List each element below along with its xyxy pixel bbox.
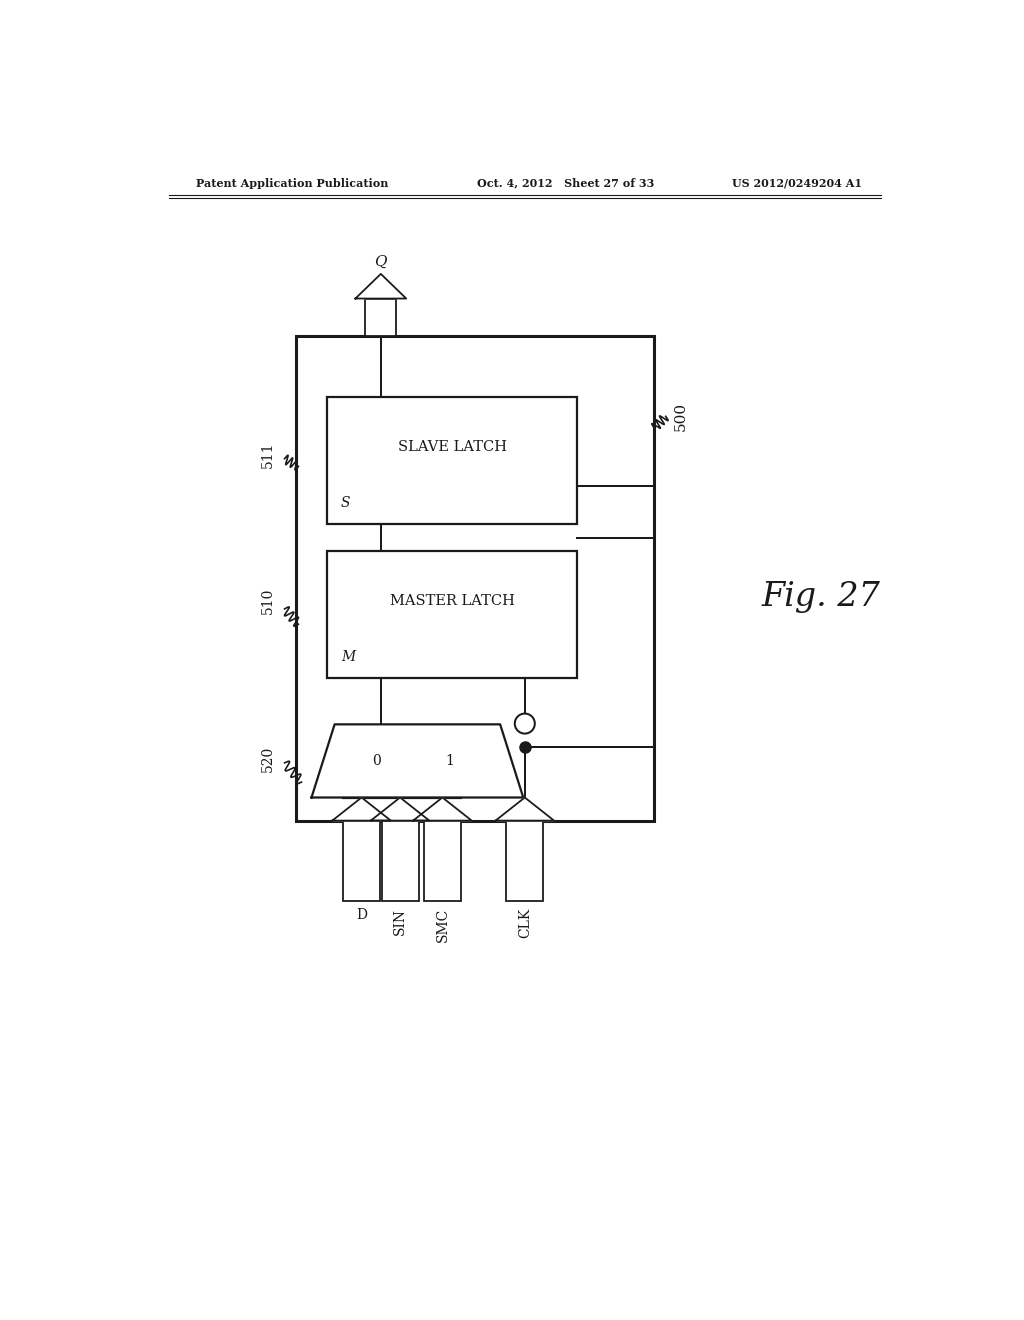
Text: M: M: [341, 649, 355, 664]
Text: 1: 1: [445, 754, 455, 768]
Polygon shape: [496, 797, 554, 821]
Bar: [343, 821, 380, 902]
Polygon shape: [333, 797, 391, 821]
Polygon shape: [355, 275, 407, 298]
Text: CLK: CLK: [518, 908, 531, 939]
Bar: [424, 821, 461, 902]
Bar: [327, 397, 578, 524]
Text: SIN: SIN: [393, 908, 408, 935]
Text: D: D: [356, 908, 367, 921]
Text: 520: 520: [261, 746, 275, 772]
Text: SMC: SMC: [435, 908, 450, 942]
Bar: [382, 821, 419, 902]
Text: Fig. 27: Fig. 27: [762, 581, 881, 614]
Bar: [366, 298, 396, 335]
Text: S: S: [341, 495, 350, 510]
Text: 0: 0: [373, 754, 381, 768]
Circle shape: [515, 714, 535, 734]
Text: Oct. 4, 2012   Sheet 27 of 33: Oct. 4, 2012 Sheet 27 of 33: [477, 178, 654, 189]
Polygon shape: [413, 797, 472, 821]
Text: 500: 500: [674, 401, 687, 430]
Text: Q: Q: [375, 255, 387, 268]
Polygon shape: [371, 797, 429, 821]
Text: MASTER LATCH: MASTER LATCH: [389, 594, 514, 607]
Text: 511: 511: [261, 442, 275, 469]
Bar: [296, 335, 654, 821]
Text: US 2012/0249204 A1: US 2012/0249204 A1: [732, 178, 862, 189]
Text: Patent Application Publication: Patent Application Publication: [196, 178, 388, 189]
Bar: [506, 821, 544, 902]
Bar: [327, 552, 578, 678]
Text: 510: 510: [261, 587, 275, 614]
Text: SLAVE LATCH: SLAVE LATCH: [397, 440, 507, 454]
